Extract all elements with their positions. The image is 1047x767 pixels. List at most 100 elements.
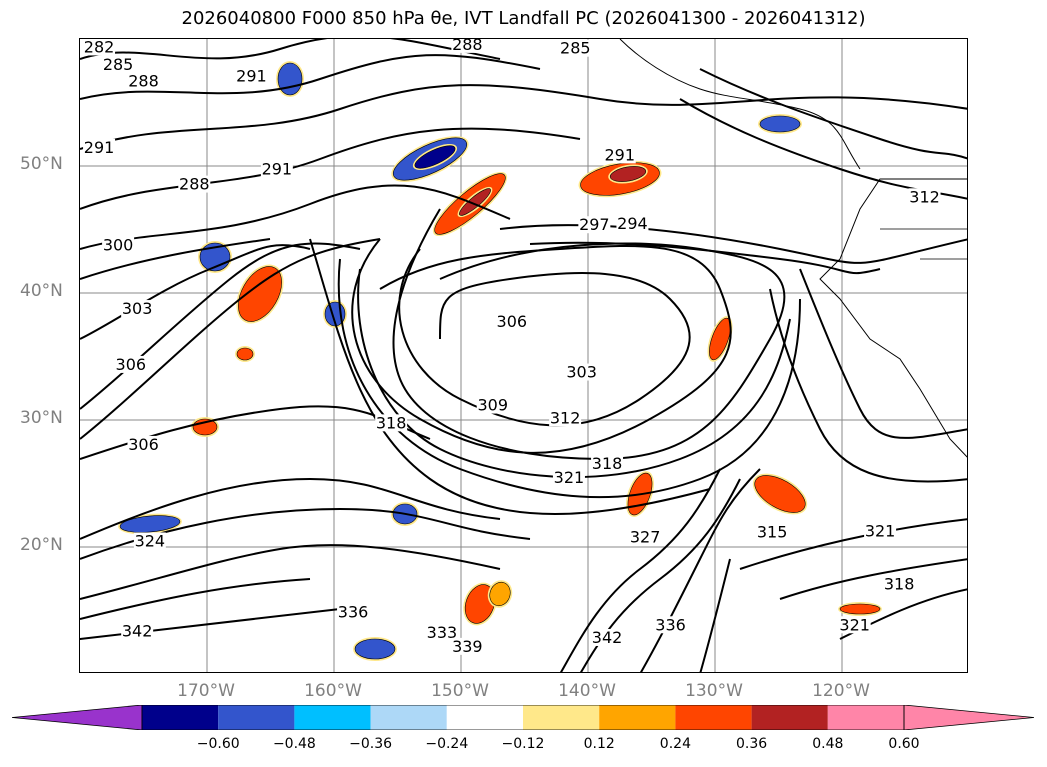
colorbar-tick-label: 0.48 <box>812 736 844 752</box>
contour-label-bg <box>114 355 147 373</box>
contour-label-bg <box>102 56 135 74</box>
contour-label: 306 <box>116 355 147 374</box>
colorbar-tick-label: 0.24 <box>659 736 691 752</box>
latitude-label: 40°N <box>20 281 63 301</box>
contour-line <box>769 288 967 483</box>
contour-label: 339 <box>452 637 483 656</box>
contour-label: 318 <box>376 413 407 432</box>
contour-label-bg <box>549 409 582 427</box>
contour-label-bg <box>654 616 687 634</box>
contour-label: 291 <box>604 145 635 164</box>
colorbar-tick-label: 0.36 <box>736 736 768 752</box>
contour-line <box>80 578 311 620</box>
contour-label: 291 <box>84 138 115 157</box>
colorbar-tick-label: −0.60 <box>196 736 240 752</box>
contour-label: 306 <box>128 435 159 454</box>
contour-label-bg <box>178 175 211 193</box>
ivt-blob <box>119 515 181 533</box>
contour-label-bg <box>591 628 624 646</box>
contour-label-bg <box>476 396 509 414</box>
colorbar-frame <box>141 705 905 730</box>
alaska-coast-path <box>619 39 861 170</box>
colorbar-tick-label: 0.60 <box>888 736 920 752</box>
ivt-blob <box>236 347 254 361</box>
ivt-pc-shading <box>118 61 882 661</box>
ivt-blob <box>238 266 282 322</box>
contour-line <box>80 238 381 440</box>
latitude-label: 20°N <box>20 535 63 555</box>
contour-label-bg <box>552 468 585 486</box>
contour-label-bg <box>591 454 624 472</box>
colorbar-tick-label: 0.12 <box>583 736 615 752</box>
contour-label: 288 <box>452 39 483 54</box>
contour-label: 318 <box>592 454 623 473</box>
latitude-label: 30°N <box>20 408 63 428</box>
contour-label: 336 <box>655 615 686 634</box>
contour-line <box>639 468 761 672</box>
contour-label-bg <box>883 575 916 593</box>
contour-label: 285 <box>560 39 591 58</box>
longitude-label: 140°W <box>558 681 616 701</box>
contour-label: 288 <box>179 175 210 194</box>
ivt-blob <box>759 115 801 133</box>
contour-label: 321 <box>554 468 585 487</box>
contour-label-bg <box>864 522 897 540</box>
colorbar-bin <box>142 705 219 730</box>
theta-e-contours <box>80 39 967 672</box>
contour-label-bg <box>260 160 293 178</box>
colorbar-tick-label: −0.12 <box>501 736 545 752</box>
contour-line <box>80 184 511 250</box>
contour-label-bg <box>127 435 160 453</box>
contour-line <box>392 208 786 461</box>
contour-line <box>80 544 501 600</box>
contour-line <box>679 98 967 200</box>
contour-label-bg <box>756 523 789 541</box>
ivt-blob <box>754 475 806 513</box>
contour-line <box>739 518 967 570</box>
colorbar-bin <box>523 705 600 730</box>
contour-label: 291 <box>236 67 267 86</box>
contour-line <box>80 84 967 150</box>
contour-label-bg <box>235 67 268 85</box>
contour-line <box>699 558 731 672</box>
contour-label-bg <box>121 622 154 640</box>
contour-label-bg <box>451 39 484 53</box>
contour-label-bg <box>565 363 598 381</box>
contour-line <box>779 558 967 600</box>
longitude-label: 120°W <box>812 681 870 701</box>
contour-label-bg <box>578 216 611 234</box>
contour-label: 291 <box>262 159 293 178</box>
contour-line <box>699 68 967 160</box>
contour-line <box>337 258 801 499</box>
colorbar-tick-label: −0.36 <box>349 736 393 752</box>
colorbar-bin <box>294 705 371 730</box>
colorbar-bin <box>827 705 904 730</box>
contour-line <box>309 238 711 515</box>
ivt-blob <box>489 581 511 607</box>
colorbar-underflow <box>12 705 143 730</box>
contour-label: 297 <box>579 215 610 234</box>
contour-label-bg <box>495 312 528 330</box>
colorbar-bin <box>370 705 447 730</box>
colorbar-tick-label: −0.24 <box>425 736 469 752</box>
map-title: 2026040800 F000 850 hPa θe, IVT Landfall… <box>181 8 866 29</box>
ivt-blob <box>354 638 396 660</box>
ivt-blob <box>709 317 731 361</box>
contour-line <box>499 224 967 264</box>
contour-label: 306 <box>497 312 528 331</box>
contour-line <box>80 238 271 280</box>
contour-label: 300 <box>103 236 134 255</box>
contour-label: 282 <box>84 39 115 56</box>
contour-label-bg <box>102 236 135 254</box>
contour-label-bg <box>908 188 941 206</box>
contour-label-bg <box>83 39 116 56</box>
ivt-blob <box>609 166 647 182</box>
contour-line <box>80 477 501 540</box>
contour-label: 327 <box>630 528 661 547</box>
contour-label: 333 <box>427 623 458 642</box>
contour-label: 294 <box>617 214 648 233</box>
contour-label-bg <box>616 214 649 232</box>
contour-label: 336 <box>338 603 369 622</box>
